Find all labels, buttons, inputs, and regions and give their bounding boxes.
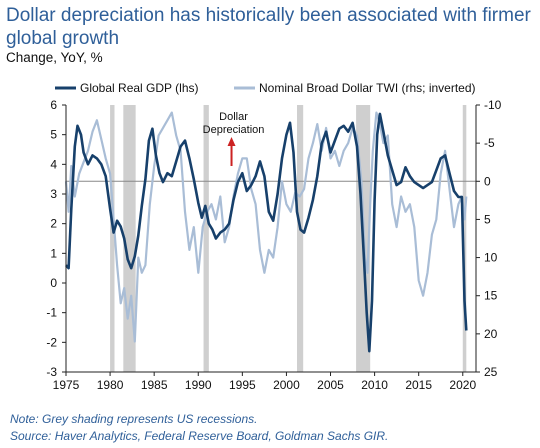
legend: Global Real GDP (lhs) Nominal Broad Doll…: [55, 81, 476, 95]
x-tick-label: 2020: [449, 378, 476, 392]
left-tick-label: 0: [50, 276, 57, 290]
left-tick-label: 6: [50, 98, 57, 112]
right-tick-label: -5: [484, 136, 495, 150]
legend-label-twi: Nominal Broad Dollar TWI (rhs; inverted): [259, 81, 476, 95]
x-tick-label: 2005: [317, 378, 344, 392]
recession-band: [203, 105, 209, 372]
x-tick-label: 1995: [229, 378, 256, 392]
chart-subtitle: Change, YoY, %: [6, 50, 103, 65]
annotation-arrow-head: [227, 137, 236, 146]
series-line-dollar-twi: [64, 111, 468, 343]
x-tick-label: 1990: [185, 378, 212, 392]
x-tick-label: 2000: [273, 378, 300, 392]
left-tick-label: -2: [46, 335, 57, 349]
recession-band: [110, 105, 115, 372]
left-tick-label: 4: [50, 157, 57, 171]
x-tick-label: 2010: [361, 378, 388, 392]
x-tick-label: 1985: [141, 378, 168, 392]
left-tick-label: -1: [46, 306, 57, 320]
x-tick-label: 2015: [405, 378, 432, 392]
right-tick-label: 25: [484, 365, 498, 379]
left-tick-label: -3: [46, 365, 57, 379]
right-tick-label: -10: [484, 98, 502, 112]
left-tick-label: 1: [50, 246, 57, 260]
chart-area: Global Real GDP (lhs) Nominal Broad Doll…: [46, 81, 501, 392]
right-tick-label: 20: [484, 327, 498, 341]
chart-title: Dollar depreciation has historically bee…: [6, 5, 531, 49]
left-tick-label: 3: [50, 187, 57, 201]
annotation-text-line-2: Depreciation: [203, 124, 265, 136]
x-tick-label: 1980: [97, 378, 124, 392]
left-tick-label: 5: [50, 128, 57, 142]
right-tick-label: 5: [484, 212, 491, 226]
right-tick-label: 10: [484, 251, 498, 265]
series-line-global-gdp: [65, 112, 468, 353]
recession-note: Note: Grey shading represents US recessi…: [10, 412, 258, 426]
left-tick-label: 2: [50, 217, 57, 231]
annotation-text-line-1: Dollar: [219, 111, 248, 123]
legend-label-gdp: Global Real GDP (lhs): [80, 81, 199, 95]
dollar-depreciation-annotation: Dollar Depreciation: [203, 111, 265, 166]
series-lines: [64, 111, 468, 353]
recession-band: [297, 105, 304, 372]
right-tick-label: 15: [484, 289, 498, 303]
source-note: Source: Haver Analytics, Federal Reserve…: [10, 429, 389, 443]
x-tick-label: 1975: [53, 378, 80, 392]
recession-band: [462, 105, 467, 372]
recession-bands: [110, 105, 467, 372]
right-tick-label: 0: [484, 174, 491, 188]
